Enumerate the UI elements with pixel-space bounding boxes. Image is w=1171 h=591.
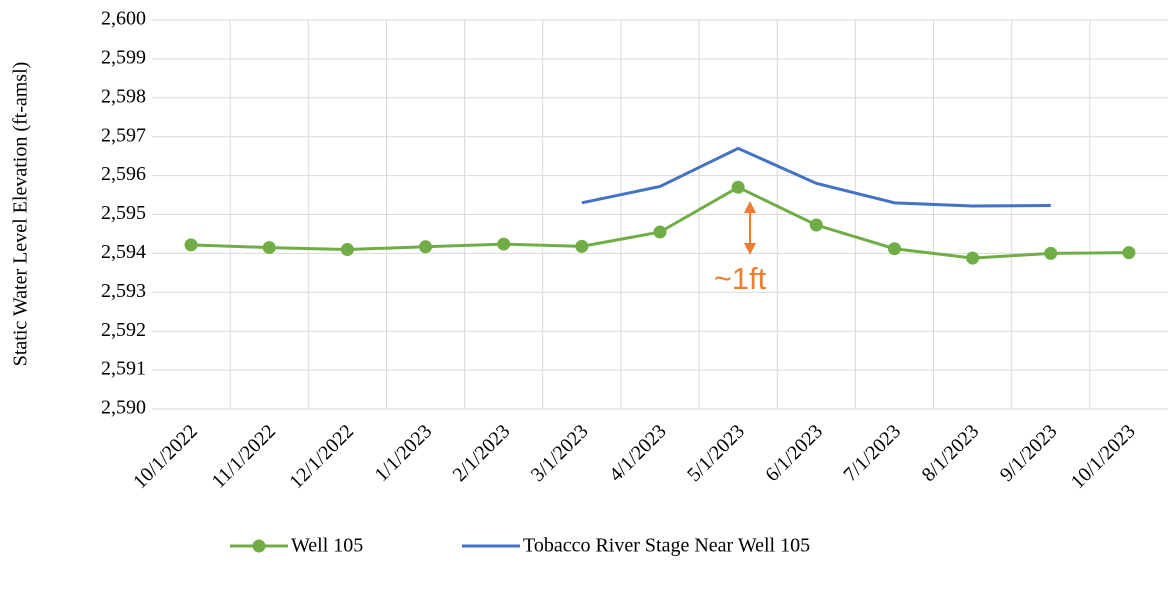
y-tick-label: 2,595 [101, 202, 146, 224]
legend-label: Tobacco River Stage Near Well 105 [523, 535, 810, 557]
y-axis-title: Static Water Level Elevation (ft-amsl) [10, 62, 32, 367]
legend-marker [252, 539, 266, 553]
series-line [581, 146, 1051, 208]
y-tick-label: 2,599 [101, 46, 146, 68]
x-tick-label: 11/1/2022 [208, 420, 280, 492]
point [809, 218, 823, 232]
point [340, 243, 354, 257]
y-tick-label: 2,600 [101, 8, 146, 30]
point [262, 241, 276, 255]
x-tick-label: 10/1/2022 [129, 420, 202, 493]
y-tick-label: 2,590 [101, 397, 146, 419]
point [184, 238, 198, 252]
x-tick-label: 4/1/2023 [605, 420, 671, 486]
point [966, 251, 980, 265]
point [497, 237, 511, 251]
y-tick-label: 2,593 [101, 280, 146, 302]
point [1044, 246, 1058, 260]
x-tick-label: 12/1/2022 [285, 420, 358, 493]
y-tick-label: 2,592 [101, 319, 146, 341]
x-tick-label: 7/1/2023 [839, 420, 905, 486]
point [575, 239, 589, 253]
x-tick-label: 5/1/2023 [683, 420, 749, 486]
point [1122, 246, 1136, 260]
x-tick-label: 10/1/2023 [1067, 420, 1140, 493]
x-tick-label: 6/1/2023 [761, 420, 827, 486]
x-tick-label: 3/1/2023 [527, 420, 593, 486]
point [419, 240, 433, 254]
y-tick-label: 2,598 [101, 85, 146, 107]
series-line [191, 185, 1129, 260]
y-tick-label: 2,597 [101, 124, 146, 146]
x-tick-label: 2/1/2023 [449, 420, 515, 486]
y-tick-label: 2,591 [101, 358, 146, 380]
x-tick-label: 9/1/2023 [996, 420, 1062, 486]
point [653, 225, 667, 239]
y-tick-label: 2,594 [101, 241, 146, 263]
annotation-arrow [744, 201, 756, 255]
point [731, 180, 745, 194]
x-tick-label: 1/1/2023 [370, 420, 436, 486]
annotation: ~1ft [714, 261, 767, 296]
legend-label: Well 105 [291, 535, 363, 557]
point [887, 242, 901, 256]
x-tick-label: 8/1/2023 [918, 420, 984, 486]
y-tick-label: 2,596 [101, 163, 146, 185]
